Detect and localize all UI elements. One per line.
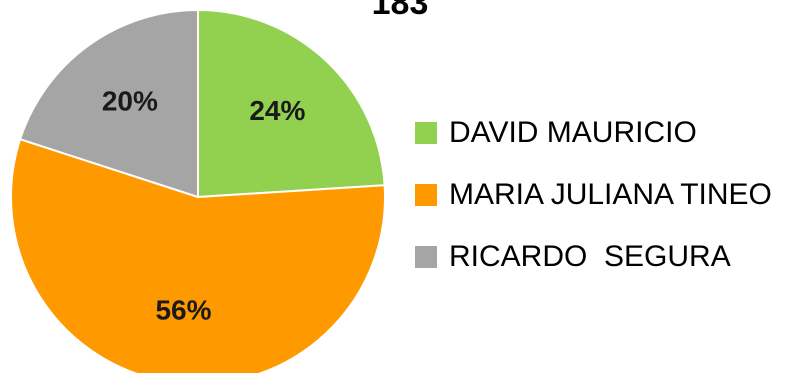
legend-item-david-mauricio: DAVID MAURICIO — [415, 112, 772, 154]
legend-label-ricardo-segura: RICARDO SEGURA — [449, 240, 731, 273]
data-label-maria-juliana-tineo: 56% — [155, 294, 211, 325]
legend-label-maria-juliana-tineo: MARIA JULIANA TINEO — [449, 178, 772, 211]
chart-title: 183 — [371, 0, 429, 22]
data-label-ricardo-segura: 20% — [102, 86, 158, 117]
legend-swatch-ricardo-segura — [415, 246, 437, 268]
pie-slice-ricardo-segura — [18, 8, 199, 199]
legend-swatch-maria-juliana-tineo — [415, 184, 437, 206]
pie-slice-labels: 24% 56% 20% — [102, 86, 306, 326]
legend: DAVID MAURICIO MARIA JULIANA TINEO RICAR… — [415, 112, 772, 298]
pie-slice-david-mauricio — [197, 8, 386, 199]
legend-item-maria-juliana-tineo: MARIA JULIANA TINEO — [415, 174, 772, 216]
pie-slices — [10, 8, 386, 373]
legend-item-ricardo-segura: RICARDO SEGURA — [415, 236, 772, 278]
legend-swatch-david-mauricio — [415, 122, 437, 144]
data-label-david-mauricio: 24% — [249, 95, 305, 126]
pie-slice-maria-juliana-tineo — [10, 137, 386, 373]
legend-label-david-mauricio: DAVID MAURICIO — [449, 116, 697, 149]
